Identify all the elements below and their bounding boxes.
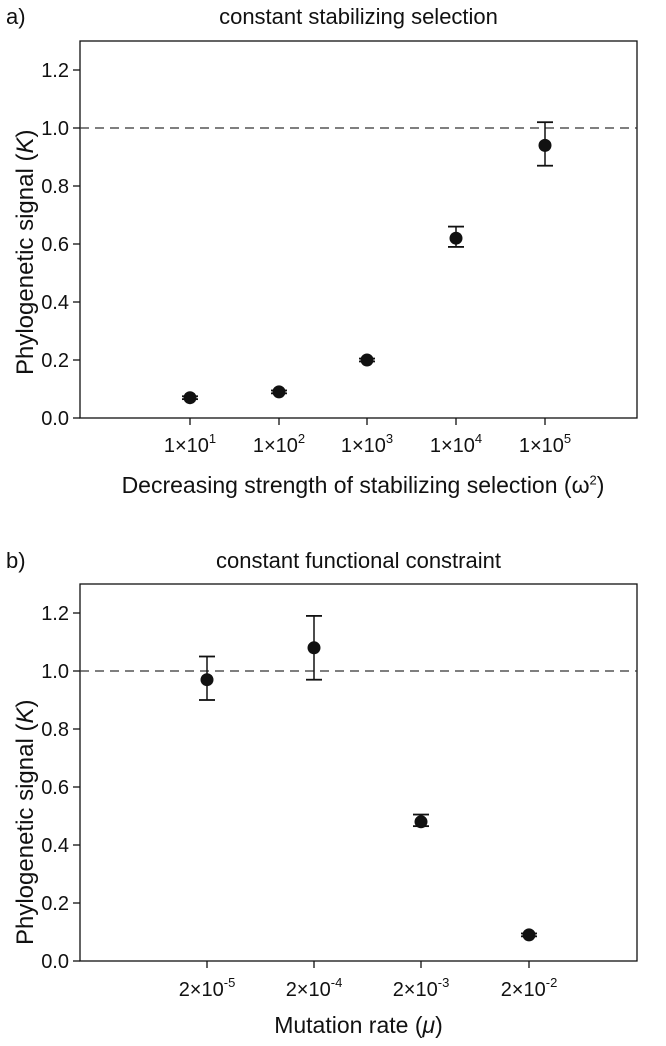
panel-b-label: b) — [6, 548, 26, 573]
panel-b-data-point — [414, 815, 428, 829]
panel-b-ytick-label: 0.6 — [41, 777, 69, 799]
panel-b-ytick-label: 0.0 — [41, 951, 69, 973]
panel-a-ytick-label: 1.0 — [41, 118, 69, 140]
panel-b-xtick-label: 2×10-5 — [179, 975, 236, 1001]
panel-b-ytick-label: 1.2 — [41, 603, 69, 625]
panel-b-data-point — [522, 928, 536, 942]
panel-b-xlabel: Mutation rate (μ) — [274, 1012, 443, 1038]
panel-a-ytick-label: 0.4 — [41, 292, 69, 314]
panel-a-xlabel: Decreasing strength of stabilizing selec… — [121, 472, 605, 498]
panel-b-ytick-label: 0.2 — [41, 893, 69, 915]
panel-b-data-point — [307, 641, 321, 655]
panel-a-ytick-label: 0.8 — [41, 176, 69, 198]
panel-a-ytick-label: 1.2 — [41, 60, 69, 82]
panel-a-xtick-label: 1×102 — [253, 431, 305, 457]
panel-b-xtick-label: 2×10-3 — [393, 975, 450, 1001]
panel-a-ytick-label: 0.6 — [41, 234, 69, 256]
panel-a-data-point — [449, 231, 463, 245]
panel-a-title: constant stabilizing selection — [219, 4, 498, 29]
panel-a-ytick-label: 0.2 — [41, 350, 69, 372]
panel-b-ytick-label: 0.8 — [41, 719, 69, 741]
panel-a-label: a) — [6, 4, 26, 29]
panel-a-data-point — [360, 353, 374, 367]
panel-a-xtick-label: 1×105 — [519, 431, 571, 457]
panel-a-data-point — [272, 385, 286, 399]
panel-a-data-point — [183, 391, 197, 405]
panel-b-ytick-label: 1.0 — [41, 661, 69, 683]
panel-a-xtick-label: 1×101 — [164, 431, 216, 457]
panel-b-ytick-label: 0.4 — [41, 835, 69, 857]
panel-b-xtick-label: 2×10-4 — [286, 975, 343, 1001]
panel-b-title: constant functional constraint — [216, 548, 501, 573]
panel-b-xtick-label: 2×10-2 — [501, 975, 558, 1001]
panel-a-frame — [79, 40, 638, 419]
panel-a-ytick-label: 0.0 — [41, 408, 69, 430]
panel-a-data-point — [538, 138, 552, 152]
panel-b-frame — [79, 583, 638, 962]
panel-a-xtick-label: 1×103 — [341, 431, 393, 457]
panel-a-xtick-label: 1×104 — [430, 431, 482, 457]
panel-b-data-point — [200, 673, 214, 687]
